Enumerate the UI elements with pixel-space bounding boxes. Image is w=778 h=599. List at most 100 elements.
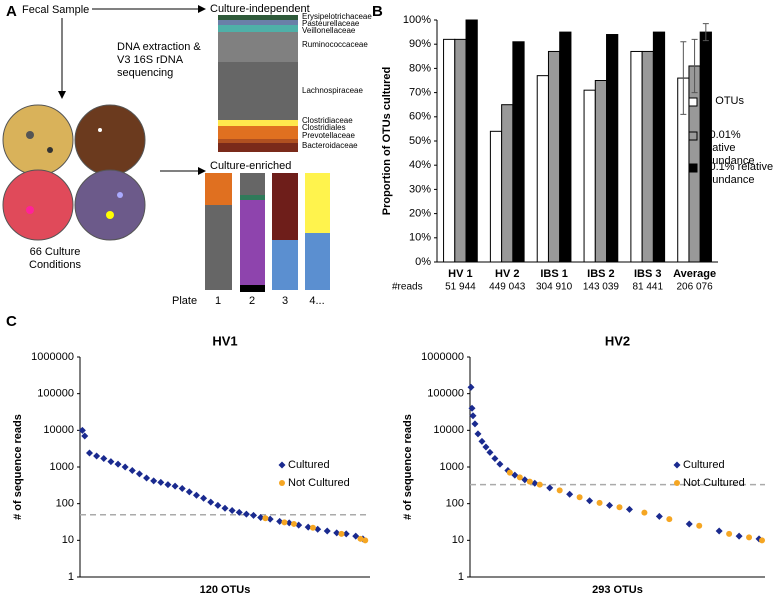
chart-title: HV2 [605, 333, 630, 348]
point [468, 404, 476, 412]
point [746, 534, 753, 541]
y-tick-label: 1 [68, 571, 74, 583]
taxon-label: Pasteurellaceae [302, 19, 360, 28]
point [362, 537, 369, 544]
point [333, 529, 341, 537]
y-axis-label: # of sequence reads [402, 414, 414, 520]
point [295, 521, 303, 529]
point [531, 479, 539, 487]
y-tick-label: 100000 [427, 388, 464, 400]
conditions-label: 66 Culture Conditions [29, 246, 81, 271]
plate-number: 2 [249, 295, 255, 307]
panel-label: C [6, 313, 17, 330]
row-label: #reads [392, 282, 423, 293]
legend-label: Cultured [288, 459, 330, 471]
plate-number: 3 [282, 295, 288, 307]
y-tick-label: 40% [409, 159, 431, 171]
point [491, 455, 499, 463]
y-tick-label: 100% [403, 14, 431, 26]
taxon-label: Prevotellaceae [302, 131, 355, 140]
legend-marker [279, 480, 285, 486]
point [304, 523, 312, 531]
point [759, 537, 766, 544]
fecal-label: Fecal Sample [22, 4, 89, 16]
point [606, 501, 614, 509]
y-tick-label: 90% [409, 38, 431, 50]
bar [583, 89, 596, 263]
chart-title: HV1 [212, 333, 237, 348]
y-tick-label: 1 [458, 571, 464, 583]
x-tick-label: IBS 1 [540, 268, 568, 280]
panel-label: B [372, 3, 383, 20]
y-tick-label: 1000000 [421, 351, 464, 363]
point [107, 458, 115, 466]
point [250, 511, 258, 519]
point [164, 481, 172, 489]
reads-label: 304 910 [536, 282, 573, 293]
bar [465, 19, 478, 263]
point [185, 488, 193, 496]
y-tick-label: 10 [452, 534, 464, 546]
point [666, 516, 673, 523]
dna-label: DNA extraction & V3 16S rDNA sequencing [117, 41, 201, 79]
point [221, 504, 229, 512]
bar [443, 38, 456, 263]
x-tick-label: Average [673, 268, 716, 280]
legend-label: Not Cultured [683, 477, 745, 489]
point [192, 491, 200, 499]
point [266, 515, 274, 523]
y-tick-label: 10000 [43, 424, 74, 436]
section-label: Culture-enriched [210, 160, 291, 172]
point [157, 478, 165, 486]
point [114, 460, 122, 468]
taxon-label: Clostridiaceae [302, 116, 353, 125]
point [78, 426, 86, 434]
point [536, 481, 543, 488]
bar [512, 41, 525, 263]
x-tick-label: HV 1 [448, 268, 472, 280]
reads-label: 51 944 [445, 282, 476, 293]
section-label: Culture-independent [210, 3, 310, 15]
point [625, 505, 633, 513]
point [290, 520, 297, 527]
x-axis-label: 120 OTUs [200, 584, 251, 596]
y-tick-label: 1000 [50, 461, 74, 473]
bar [536, 75, 549, 263]
point [242, 510, 250, 518]
point [478, 437, 486, 445]
point [726, 530, 733, 537]
point [214, 501, 222, 509]
taxon-label: Clostridiales [302, 123, 346, 132]
legend-label: > 0.01% relative abundance [700, 129, 755, 167]
point [100, 455, 108, 463]
point [309, 524, 316, 531]
bar [606, 34, 619, 263]
point [506, 469, 513, 476]
legend-label: All OTUs [700, 95, 744, 107]
point [262, 515, 269, 522]
point [467, 383, 475, 391]
y-tick-label: 10% [409, 232, 431, 244]
y-tick-label: 10000 [433, 424, 464, 436]
plate-number: 1 [215, 295, 221, 307]
point [207, 498, 215, 506]
point [81, 432, 89, 440]
y-tick-label: 0% [415, 256, 431, 268]
y-tick-label: 50% [409, 135, 431, 147]
point [352, 532, 360, 540]
plates [205, 173, 330, 292]
y-tick-label: 30% [409, 183, 431, 195]
legend-swatch [688, 97, 698, 107]
bar [559, 31, 572, 263]
point [715, 527, 723, 535]
point [696, 522, 703, 529]
point [469, 412, 477, 420]
point [285, 519, 293, 527]
y-tick-label: 20% [409, 208, 431, 220]
reads-label: 449 043 [489, 282, 526, 293]
bar [501, 104, 514, 263]
point [516, 474, 523, 481]
point [482, 443, 490, 451]
